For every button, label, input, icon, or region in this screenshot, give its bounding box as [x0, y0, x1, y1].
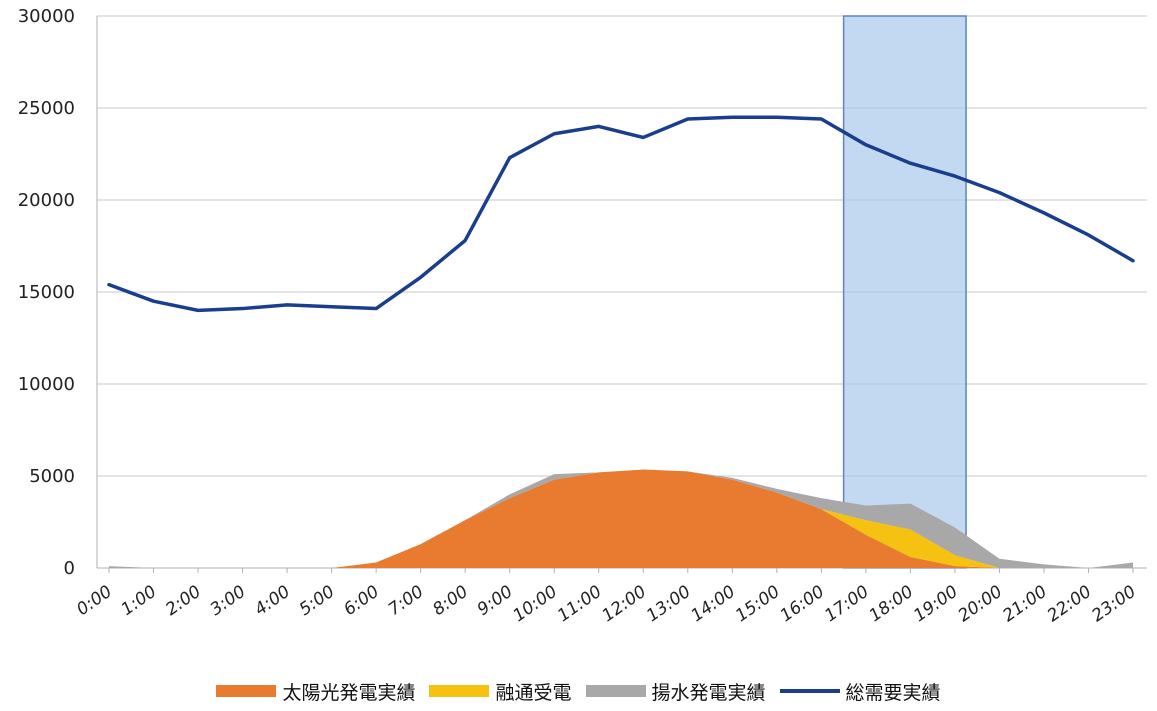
x-tick-label: 8:00 [429, 582, 472, 620]
legend-swatch-interchange [429, 685, 490, 697]
line-series-3 [107, 115, 1135, 313]
x-tick-label: 3:00 [207, 582, 250, 620]
x-tick-label: 14:00 [688, 582, 740, 626]
x-tick-label: 1:00 [118, 582, 161, 620]
y-tick-label: 15000 [18, 282, 75, 303]
x-tick-label: 18:00 [866, 582, 918, 626]
y-tick-label: 0 [64, 558, 75, 579]
x-tick-label: 9:00 [474, 582, 517, 620]
x-tick-label: 10:00 [509, 582, 561, 626]
x-tick-label: 20:00 [955, 582, 1007, 626]
legend: 太陽光発電実績 融通受電 揚水発電実績 総需要実績 [0, 676, 1157, 706]
legend-label-interchange: 融通受電 [495, 681, 572, 704]
legend-item-demand: 総需要実績 [779, 678, 941, 705]
x-tick-label: 15:00 [732, 582, 784, 626]
y-tick-label: 10000 [18, 374, 75, 395]
x-tick-label: 12:00 [599, 582, 651, 626]
line-series [107, 115, 1135, 313]
legend-item-solar: 太陽光発電実績 [216, 678, 415, 705]
legend-item-pumped: 揚水発電実績 [585, 678, 766, 705]
highlight-band [842, 15, 967, 569]
area-series-0 [109, 469, 1133, 568]
x-tick-label: 2:00 [162, 582, 205, 620]
x-tick-label: 17:00 [821, 582, 873, 626]
legend-label-solar: 太陽光発電実績 [282, 681, 416, 704]
legend-swatch-demand [779, 689, 840, 693]
x-tick-label: 13:00 [643, 582, 695, 626]
x-tick-label: 23:00 [1088, 582, 1140, 626]
area-series [109, 469, 1133, 568]
x-axis-ticks: 0:00 1:00 2:00 3:00 4:00 5:00 6:00 7:00 8:00 9:00… [73, 568, 1140, 626]
y-tick-label: 25000 [18, 98, 75, 119]
gridlines [97, 15, 1147, 569]
y-tick-label: 30000 [18, 6, 75, 27]
legend-label-demand: 総需要実績 [845, 681, 941, 704]
y-axis-ticks: 0 5000 10000 15000 20000 25000 30000 [18, 6, 75, 579]
x-tick-label: 22:00 [1044, 582, 1096, 626]
x-tick-label: 6:00 [340, 582, 383, 620]
x-tick-label: 16:00 [777, 582, 829, 626]
legend-item-interchange: 融通受電 [429, 678, 572, 705]
x-tick-label: 7:00 [385, 582, 428, 620]
area-series-2 [109, 469, 1133, 568]
x-tick-label: 0:00 [73, 582, 116, 620]
x-tick-label: 19:00 [910, 582, 962, 626]
x-tick-label: 11:00 [554, 582, 606, 626]
x-tick-label: 4:00 [251, 582, 294, 620]
y-tick-label: 20000 [18, 190, 75, 211]
x-tick-label: 21:00 [999, 582, 1051, 626]
legend-label-pumped: 揚水発電実績 [651, 681, 766, 704]
legend-swatch-pumped [585, 685, 646, 697]
y-tick-label: 5000 [29, 466, 75, 487]
x-tick-label: 5:00 [296, 582, 339, 620]
legend-swatch-solar [216, 685, 277, 697]
